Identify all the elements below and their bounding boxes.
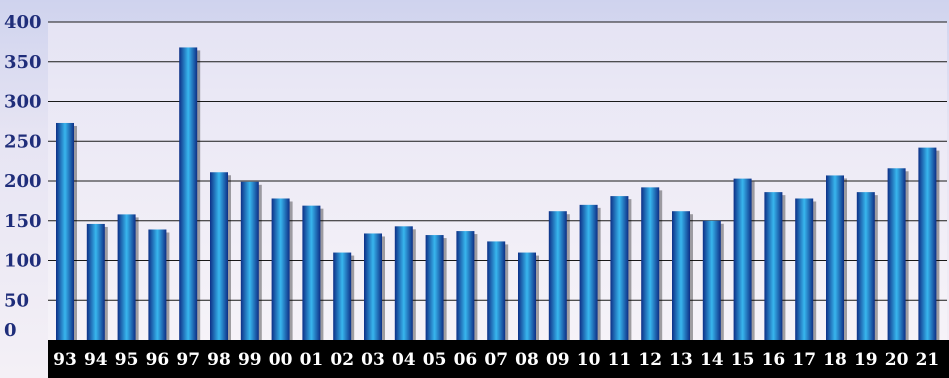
x-tick-label: 00	[269, 350, 293, 370]
x-tick-label: 05	[423, 350, 447, 370]
x-tick-label: 97	[176, 350, 200, 370]
bar-16	[764, 192, 783, 340]
bar-98	[210, 172, 228, 340]
bar-14	[702, 220, 721, 340]
bar-11	[610, 196, 629, 340]
y-tick-labels: 0 50 100 150 200 250 300 350 400	[4, 12, 42, 341]
y-tick-label: 250	[4, 131, 42, 152]
bar-12	[641, 187, 660, 340]
x-tick-label: 03	[361, 350, 385, 370]
bar-03	[364, 233, 382, 340]
bar-99	[240, 181, 259, 340]
x-tick-label: 95	[115, 350, 139, 370]
x-tick-label: 04	[392, 350, 416, 370]
y-tick-label: 300	[4, 92, 42, 113]
bar-21	[918, 147, 937, 340]
x-tick-label: 17	[792, 350, 816, 370]
y-tick-label: 0	[4, 320, 17, 341]
x-tick-label: 16	[762, 350, 786, 370]
bar-04	[394, 226, 413, 340]
y-tick-label: 100	[4, 251, 42, 272]
bar-96	[148, 229, 167, 340]
x-tick-label: 13	[669, 350, 693, 370]
bar-09	[548, 211, 567, 340]
bar-19	[856, 192, 875, 340]
bar-15	[733, 178, 752, 340]
x-tick-label: 20	[885, 350, 909, 370]
bar-18	[826, 175, 844, 340]
x-tick-label: 11	[608, 350, 632, 370]
x-tick-label: 09	[546, 350, 570, 370]
x-tick-labels: 93 94 95 96 97 98 99 00 01 02 03 04 05 06 07 08 09 10 11 12…	[53, 350, 939, 370]
bar-20	[887, 168, 906, 340]
y-tick-label: 400	[4, 12, 42, 33]
x-tick-label: 08	[515, 350, 539, 370]
x-tick-label: 99	[238, 350, 262, 370]
bar-02	[333, 252, 352, 340]
x-tick-label: 96	[146, 350, 170, 370]
bar-07	[487, 241, 506, 340]
x-tick-label: 07	[484, 350, 508, 370]
x-tick-label: 02	[330, 350, 354, 370]
x-tick-label: 93	[53, 350, 77, 370]
x-tick-label: 21	[916, 350, 940, 370]
bar-95	[117, 214, 136, 340]
bar-01	[302, 205, 321, 340]
bar-13	[672, 211, 690, 340]
x-tick-label: 15	[731, 350, 755, 370]
bar-05	[425, 235, 444, 340]
y-tick-label: 200	[4, 171, 42, 192]
x-tick-label: 18	[823, 350, 847, 370]
bar-97	[179, 47, 198, 340]
bar-10	[579, 204, 598, 340]
x-tick-label: 12	[638, 350, 662, 370]
x-tick-label: 19	[854, 350, 878, 370]
y-tick-label: 350	[4, 52, 42, 73]
x-tick-label: 06	[454, 350, 478, 370]
x-axis-band	[48, 340, 949, 378]
x-tick-label: 94	[84, 350, 108, 370]
bar-08	[518, 252, 536, 340]
y-tick-label: 50	[4, 290, 29, 311]
bars	[56, 47, 940, 340]
bar-00	[271, 198, 290, 340]
bar-17	[795, 198, 814, 340]
x-tick-label: 98	[207, 350, 231, 370]
bar-06	[456, 231, 475, 340]
x-tick-label: 10	[577, 350, 601, 370]
bar-93	[56, 122, 74, 340]
y-tick-label: 150	[4, 211, 42, 232]
x-tick-label: 01	[300, 350, 324, 370]
x-tick-label: 14	[700, 350, 724, 370]
bar-94	[86, 223, 105, 340]
